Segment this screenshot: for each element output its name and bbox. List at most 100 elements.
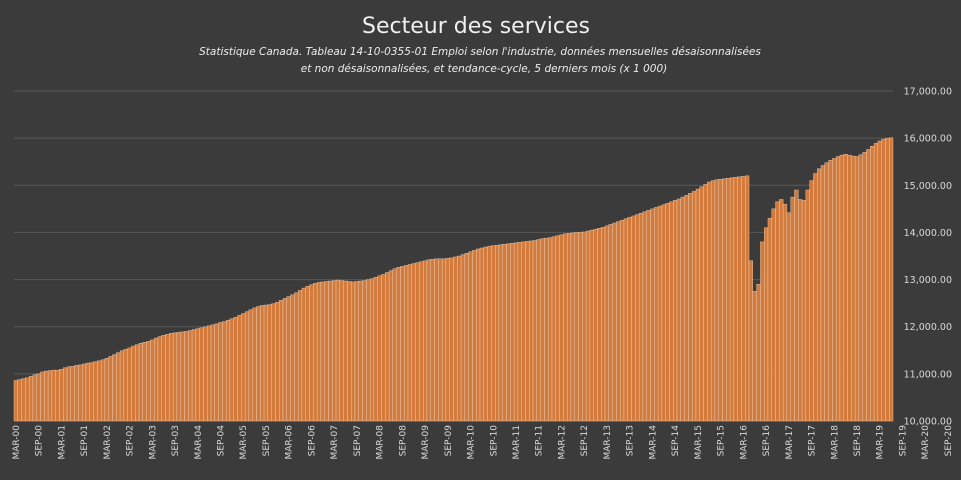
bar <box>616 221 621 422</box>
bar <box>237 315 242 422</box>
bar <box>457 255 462 422</box>
bar <box>119 350 125 422</box>
bar <box>332 280 337 422</box>
bar <box>472 250 477 422</box>
x-tick-label: SEP-20 <box>944 425 954 457</box>
x-axis: MAR-00 SEP-00 MAR-01 SEP-01 MAR-02 SEP-02 MAR-… <box>12 425 954 460</box>
bar <box>172 332 178 422</box>
bar <box>654 207 659 422</box>
bar <box>737 176 742 422</box>
bar <box>707 181 712 422</box>
x-tick-label: MAR-12 <box>557 425 567 460</box>
bar <box>320 281 325 422</box>
y-tick-label: 12,000.00 <box>904 322 952 333</box>
bar <box>85 362 90 422</box>
bar <box>286 296 291 422</box>
bar <box>392 268 397 422</box>
bar <box>889 137 894 422</box>
bar <box>513 242 519 422</box>
x-tick-label: MAR-01 <box>57 425 67 460</box>
bar <box>714 179 719 422</box>
bar <box>89 362 94 422</box>
bar <box>225 319 231 422</box>
bar <box>464 252 469 422</box>
x-tick-label: MAR-10 <box>467 425 477 460</box>
bar <box>604 225 610 422</box>
bar <box>430 259 435 422</box>
bar <box>354 281 359 422</box>
chart-title: Secteur des services <box>362 14 590 39</box>
bar <box>135 344 140 422</box>
bar <box>843 153 848 422</box>
bar <box>563 233 568 422</box>
bar <box>138 343 143 422</box>
x-tick-label: MAR-16 <box>739 425 749 460</box>
bar <box>362 280 367 422</box>
bar <box>680 196 685 422</box>
bar <box>468 251 473 422</box>
bar <box>729 177 735 422</box>
bar <box>297 290 303 422</box>
x-tick-label: MAR-11 <box>512 425 522 460</box>
bar <box>650 208 655 422</box>
bar <box>161 335 166 422</box>
bar <box>635 214 640 422</box>
bar <box>388 270 394 422</box>
bar <box>525 241 530 422</box>
bar <box>745 175 750 422</box>
bar <box>782 203 788 422</box>
bar <box>316 282 322 422</box>
bar <box>620 219 625 422</box>
bar <box>726 178 731 422</box>
bar <box>566 233 572 422</box>
bar <box>36 373 41 422</box>
bar <box>127 347 132 422</box>
bar <box>491 245 496 422</box>
bar <box>646 210 651 422</box>
bar <box>263 304 269 422</box>
bar <box>63 367 68 422</box>
bar <box>373 277 378 422</box>
bar <box>593 228 598 422</box>
bar <box>862 152 867 422</box>
bar <box>70 366 75 422</box>
bar <box>710 180 716 422</box>
x-tick-label: SEP-10 <box>489 425 499 457</box>
x-tick-label: MAR-14 <box>648 425 658 460</box>
bar <box>351 281 356 422</box>
bar <box>885 137 890 422</box>
bar <box>260 305 265 422</box>
x-tick-label: SEP-19 <box>898 425 908 457</box>
bar <box>407 264 412 422</box>
bar <box>339 280 344 422</box>
y-tick-label: 11,000.00 <box>904 369 952 380</box>
bar <box>112 354 117 422</box>
bar <box>146 341 151 422</box>
bar <box>438 258 443 422</box>
bar <box>131 345 136 422</box>
bar <box>597 228 602 422</box>
bar <box>267 304 272 422</box>
bar <box>536 239 541 422</box>
x-tick-label: MAR-04 <box>194 425 204 460</box>
bar <box>756 284 761 422</box>
bar <box>661 204 666 422</box>
bar <box>248 309 253 422</box>
bar <box>760 241 765 422</box>
x-tick-label: MAR-02 <box>103 425 113 460</box>
bar <box>824 162 829 422</box>
bar <box>510 243 515 422</box>
bar <box>210 324 215 422</box>
bar <box>585 230 591 422</box>
bar <box>324 281 329 422</box>
bar <box>47 370 53 422</box>
x-tick-label: SEP-06 <box>307 425 317 457</box>
bar <box>123 349 128 422</box>
x-tick-label: SEP-13 <box>626 425 636 456</box>
bar <box>169 333 174 422</box>
bar <box>93 361 98 422</box>
bar <box>741 176 746 422</box>
bar <box>165 334 170 422</box>
bar <box>817 168 822 422</box>
